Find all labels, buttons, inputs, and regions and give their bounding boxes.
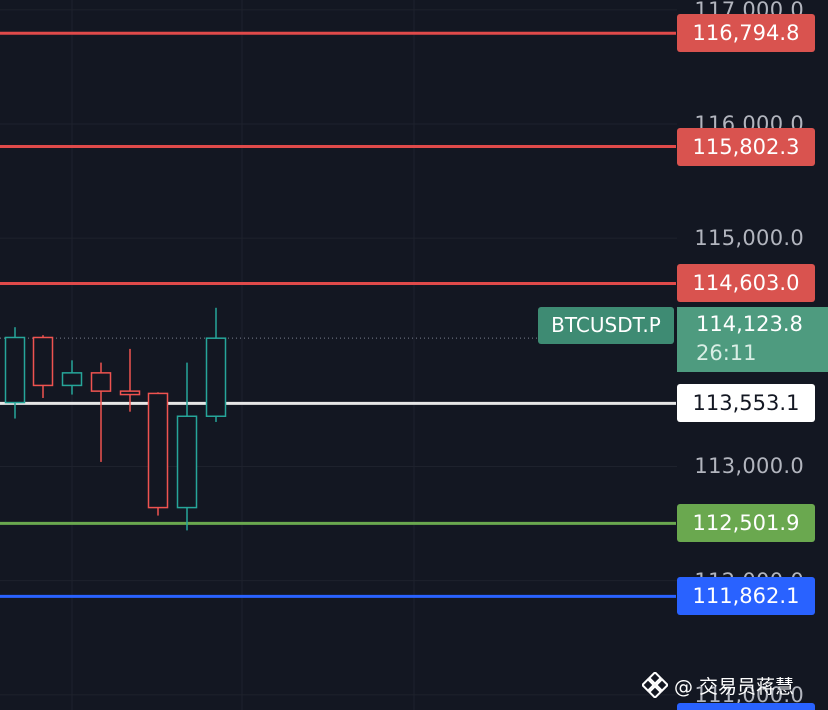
price-axis-tick: 115,000.0 (694, 226, 804, 251)
binance-logo-icon (642, 672, 668, 698)
candle-body (147, 392, 169, 509)
level-badge-113553[interactable]: 113,553.1 (677, 384, 815, 423)
watermark-text: @ 交易员蒋慧 (674, 675, 795, 698)
candle[interactable] (176, 362, 198, 531)
level-badge-111862[interactable]: 111,862.1 (677, 577, 815, 616)
chart-grid (0, 0, 677, 710)
level-badge-114603[interactable]: 114,603.0 (677, 264, 815, 303)
level-badge-116794[interactable]: 116,794.8 (677, 14, 815, 53)
symbol-label: BTCUSDT.P (538, 307, 674, 344)
candle[interactable] (119, 348, 141, 412)
level-badge-112501[interactable]: 112,501.9 (677, 504, 815, 543)
watermark: @ 交易员蒋慧 (642, 670, 794, 700)
candlestick-series[interactable] (4, 307, 227, 531)
candle-body (119, 390, 141, 396)
candle-body (205, 337, 227, 418)
horizontal-price-levels[interactable] (0, 31, 676, 598)
candle-body (176, 415, 198, 509)
offscreen-level-badge (677, 703, 815, 710)
candle-body (4, 336, 26, 404)
candle[interactable] (32, 335, 54, 398)
candle[interactable] (90, 362, 112, 462)
candle[interactable] (205, 307, 227, 422)
bar-countdown: 26:11 (696, 341, 757, 365)
last-price-badge: 114,123.8 26:11 (677, 307, 828, 372)
candle-body (90, 372, 112, 392)
level-badge-115802[interactable]: 115,802.3 (677, 127, 815, 166)
price-axis-tick: 111,000.0 (694, 682, 804, 707)
candle-body (61, 372, 83, 387)
candle-body (32, 336, 54, 387)
candle[interactable] (61, 360, 83, 395)
candle[interactable] (4, 327, 26, 419)
price-axis-tick: 113,000.0 (694, 454, 804, 479)
candle[interactable] (147, 392, 169, 516)
last-price-value: 114,123.8 (696, 312, 803, 336)
